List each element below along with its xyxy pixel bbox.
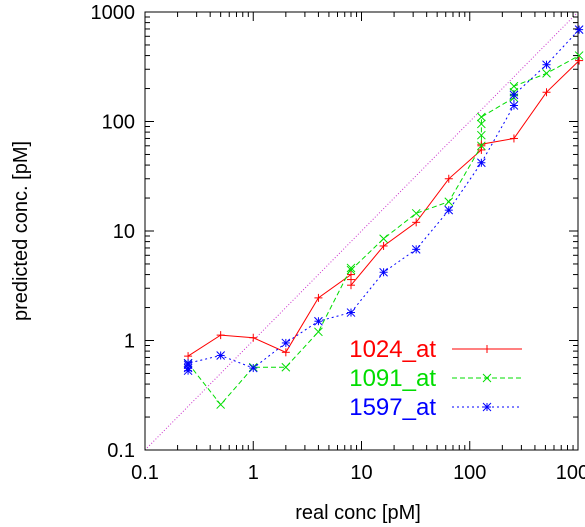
data-point [477,112,486,122]
data-point [542,69,551,78]
series-line [187,29,580,371]
data-point [477,130,486,140]
data-point [412,218,421,227]
data-point [314,327,323,337]
data-point [216,351,226,360]
data-point [281,348,290,357]
legend-marker [482,402,492,412]
data-point [314,316,323,326]
legend-marker [483,345,491,353]
y-tick-label: 1000 [91,2,136,24]
data-point [183,358,193,368]
legend-label: 1091_at [349,365,436,392]
x-axis-label: real conc [pM] [295,502,421,524]
data-point [248,363,258,373]
data-point [216,331,225,340]
data-point [509,81,519,91]
x-tick-label: 100 [453,462,486,484]
data-point [346,308,356,317]
x-tick-label: 0.1 [131,462,159,484]
data-point [477,119,486,129]
y-tick-label: 100 [102,112,135,134]
data-point [347,281,356,290]
data-point [281,362,291,372]
data-point [346,265,356,275]
series-layer [183,25,584,409]
data-point [216,400,226,409]
data-point [574,51,584,60]
legend-label: 1024_at [349,336,436,363]
reference-line-layer [144,11,579,451]
data-point [574,25,584,34]
x-tick-label: 1 [248,462,259,484]
data-point [379,267,388,277]
y-tick-label: 1 [124,331,135,353]
identity-reference-line [144,11,579,451]
data-point [477,158,486,168]
data-point [575,56,584,65]
data-point [379,234,388,244]
data-point [314,293,323,302]
data-point [411,244,421,254]
y-tick-label: 10 [113,221,135,243]
data-point [509,134,518,143]
data-point [249,333,258,342]
data-point [346,263,356,273]
data-point [411,208,421,218]
data-point [477,141,486,151]
legend-label: 1597_at [349,394,436,421]
y-axis-label: predicted conc. [pM] [10,141,32,321]
data-point [509,101,519,110]
legend-marker [482,373,492,383]
data-point [281,338,291,348]
data-point [444,197,454,207]
data-point [444,205,454,215]
data-point [542,88,551,97]
data-point [542,60,551,70]
data-point [509,90,519,100]
x-tick-label: 10 [350,462,372,484]
x-tick-label: 1000 [556,462,585,484]
data-point [184,352,193,361]
y-tick-label: 0.1 [107,440,135,462]
data-point [379,241,388,250]
data-point [444,174,453,183]
axis-layer: 0.1 1 10 100 1000 0.1 1 10 100 1000 [91,2,585,484]
series-1597_at [183,25,584,376]
